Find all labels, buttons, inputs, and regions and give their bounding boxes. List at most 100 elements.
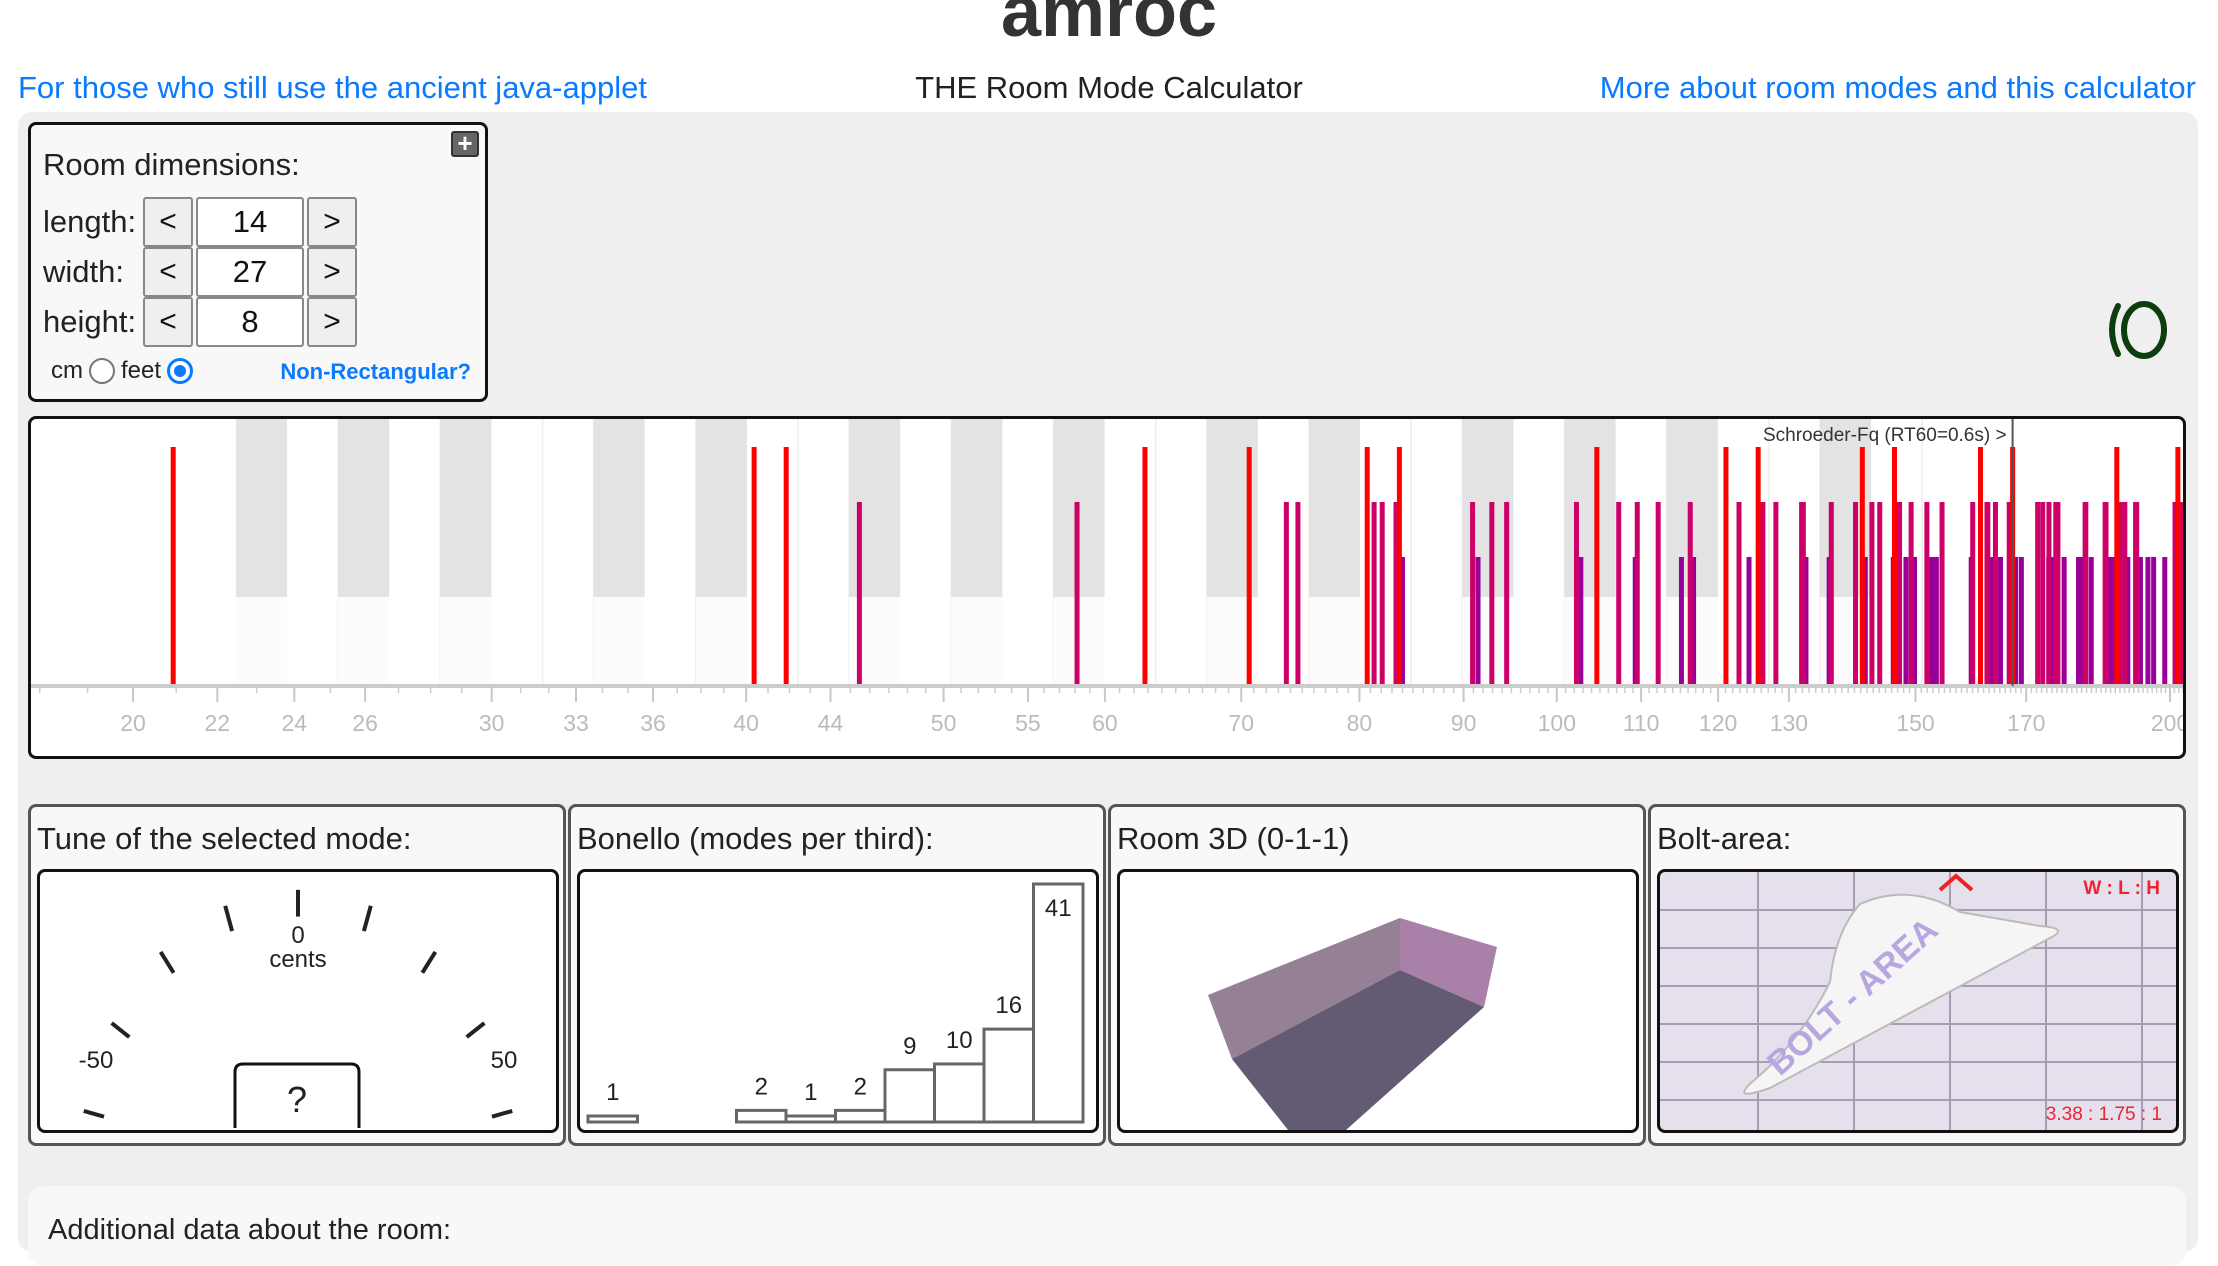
height-decrease-button[interactable]: <	[143, 297, 193, 347]
piano-key-lower	[338, 597, 390, 686]
tangential-mode-bar	[856, 502, 862, 686]
bonello-svg: 1 2 1 2 9 10 16 41	[586, 882, 1085, 1124]
tangential-mode-bar	[1869, 502, 1875, 686]
tangential-mode-bar	[1924, 502, 1930, 686]
room-3d-view[interactable]	[1117, 869, 1639, 1133]
bolt-area-svg: BOLT - AREA W : L : H 3.38 : 1.75 : 1	[1660, 872, 2176, 1130]
width-decrease-button[interactable]: <	[143, 247, 193, 297]
x-tick-label: 80	[1347, 710, 1373, 736]
oblique-mode-bar	[2125, 557, 2131, 686]
tuner-gauge: 0 cents -50 50 ?	[79, 889, 518, 1128]
width-label: width:	[43, 254, 124, 289]
app-subtitle: THE Room Mode Calculator	[915, 70, 1303, 105]
x-tick-label: 200	[2151, 710, 2183, 736]
room-mode-chart[interactable]: 20 22 24 26 30 33 36 40 44 50 55 60 70 80 90 100 110 120 1…	[28, 416, 2186, 759]
oblique-mode-bar	[2137, 557, 2143, 686]
oblique-mode-bar	[1399, 557, 1405, 686]
speaker-sound-icon[interactable]	[2098, 290, 2178, 370]
additional-data-panel: Additional data about the room:	[28, 1186, 2186, 1266]
bonello-bar-label: 16	[995, 992, 1022, 1019]
tangential-mode-bar	[2040, 502, 2046, 686]
top-links-row: For those who still use the ancient java…	[0, 70, 2218, 110]
feet-radio[interactable]	[167, 358, 194, 384]
bonello-panel: Bonello (modes per third): 1 2 1 2 9 10 16 41	[568, 804, 1106, 1146]
x-tick-label: 44	[818, 710, 844, 736]
height-label: height:	[43, 304, 137, 339]
tuner-tick	[158, 950, 176, 974]
x-tick-label: 120	[1699, 710, 1737, 736]
x-tick-label: 110	[1623, 710, 1660, 736]
feet-label: feet	[121, 357, 162, 384]
cm-label: cm	[51, 357, 83, 384]
oblique-mode-bar	[1678, 557, 1684, 686]
tangential-mode-bar	[1897, 502, 1903, 686]
height-increase-button[interactable]: >	[307, 297, 357, 347]
tangential-mode-bar	[1992, 502, 1998, 686]
more-about-link[interactable]: More about room modes and this calculato…	[1599, 70, 2196, 105]
length-decrease-button[interactable]: <	[143, 197, 193, 247]
piano-black-key	[849, 419, 901, 597]
length-input[interactable]	[196, 197, 304, 247]
room-3d-svg	[1208, 918, 1497, 1130]
schroeder-label: Schroeder-Fq (RT60=0.6s) >	[1763, 425, 2007, 446]
tuner-tick	[491, 1109, 513, 1119]
bonello-bar-label: 1	[606, 1079, 619, 1106]
oblique-mode-bar	[1803, 557, 1809, 686]
piano-black-key	[440, 419, 492, 597]
x-tick-label: 55	[1015, 710, 1041, 736]
piano-key-lower	[235, 597, 287, 686]
axial-mode-bar	[783, 447, 789, 686]
length-label: length:	[43, 204, 137, 239]
x-tick-label: 24	[281, 710, 307, 736]
oblique-mode-bar	[1998, 557, 2004, 686]
oblique-mode-bar	[1578, 557, 1584, 686]
tuner-max-label: 50	[491, 1047, 518, 1074]
bonello-bar	[735, 1108, 788, 1124]
tangential-mode-bar	[1573, 502, 1579, 686]
bonello-bar	[784, 1114, 837, 1124]
axial-mode-bar	[1977, 447, 1983, 686]
plus-icon[interactable]: +	[451, 130, 479, 157]
x-tick-label: 60	[1092, 710, 1118, 736]
piano-black-key	[695, 419, 747, 597]
bonello-bar-label: 2	[755, 1073, 768, 1100]
x-tick-label: 33	[563, 710, 589, 736]
tangential-mode-bar	[2134, 502, 2140, 686]
axial-mode-bar	[1859, 447, 1865, 686]
piano-key-lower	[951, 597, 1003, 686]
tangential-mode-bar	[2083, 502, 2089, 686]
tuner-tick	[361, 905, 373, 932]
bonello-bar-label: 1	[804, 1079, 817, 1106]
oblique-mode-bar	[1691, 557, 1697, 686]
oblique-mode-bar	[1475, 557, 1481, 686]
axial-mode-bar	[751, 447, 757, 686]
x-tick-label: 36	[640, 710, 666, 736]
oblique-mode-bar	[2109, 557, 2115, 686]
tangential-mode-bar	[2046, 502, 2052, 686]
tangential-mode-bar	[1295, 502, 1301, 686]
length-increase-button[interactable]: >	[307, 197, 357, 247]
axial-mode-bar	[1723, 447, 1729, 686]
java-applet-link[interactable]: For those who still use the ancient java…	[18, 70, 647, 105]
piano-black-key	[235, 419, 287, 597]
width-input[interactable]	[196, 247, 304, 297]
bonello-bar	[586, 1114, 639, 1124]
oblique-mode-bar	[1911, 557, 1917, 686]
tangential-mode-bar	[1736, 502, 1742, 686]
width-increase-button[interactable]: >	[307, 247, 357, 297]
oblique-mode-bar	[2013, 557, 2019, 686]
tangential-mode-bar	[2172, 502, 2178, 686]
bolt-area-graph[interactable]: BOLT - AREA W : L : H 3.38 : 1.75 : 1	[1657, 869, 2179, 1133]
x-tick-label: 130	[1770, 710, 1808, 736]
tangential-mode-bar	[1655, 502, 1661, 686]
height-input[interactable]	[196, 297, 304, 347]
tangential-mode-bar	[2122, 502, 2128, 686]
oblique-mode-bar	[2151, 557, 2157, 686]
bolt-ratio: 3.38 : 1.75 : 1	[2046, 1104, 2162, 1125]
piano-black-key	[338, 419, 390, 597]
tangential-mode-bar	[1908, 502, 1914, 686]
tangential-mode-bar	[1504, 502, 1510, 686]
piano-black-key	[1308, 419, 1361, 597]
non-rectangular-link[interactable]: Non-Rectangular?	[280, 359, 471, 384]
cm-radio[interactable]	[89, 358, 115, 384]
